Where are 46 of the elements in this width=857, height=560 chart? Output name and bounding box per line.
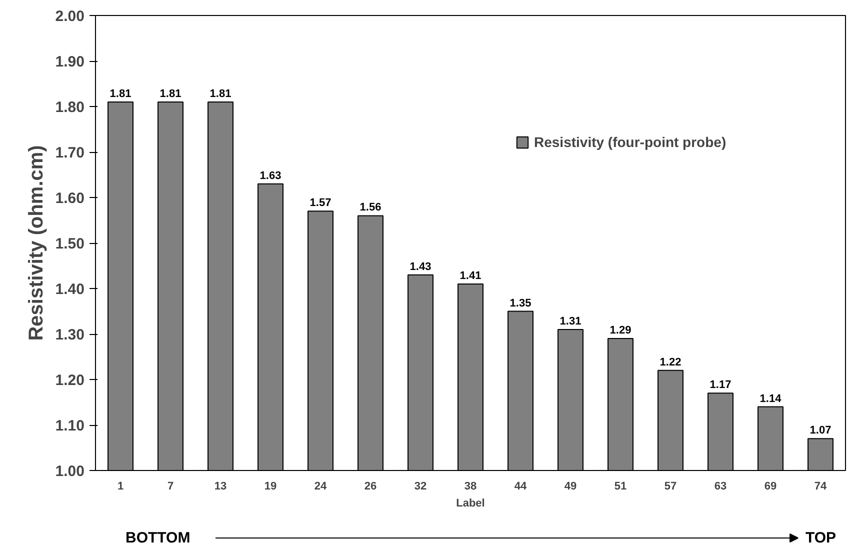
data-label: 1.43 — [410, 260, 432, 273]
x-tick-label: 51 — [614, 480, 627, 492]
data-label: 1.35 — [510, 297, 532, 310]
data-label: 1.56 — [360, 202, 382, 214]
data-label: 1.17 — [710, 379, 732, 392]
data-label: 1.41 — [460, 270, 482, 282]
x-tick-label: 32 — [414, 480, 427, 492]
data-label: 1.81 — [210, 88, 232, 100]
data-label: 1.07 — [810, 424, 832, 437]
y-axis-title: Resistivity (ohm.cm) — [25, 145, 48, 341]
data-label: 1.14 — [760, 392, 782, 405]
text: TOP — [806, 530, 836, 546]
y-tick-label: 1.50 — [55, 236, 85, 252]
data-label: 1.31 — [560, 315, 582, 328]
x-tick-label: 13 — [214, 480, 227, 492]
x-tick-label: 44 — [514, 480, 528, 492]
y-tick-label: 1.00 — [55, 463, 85, 480]
y-tick-label: 2.00 — [55, 8, 85, 25]
y-tick-label: 1.30 — [55, 326, 85, 344]
data-label: 1.29 — [610, 324, 632, 337]
y-tick-label: 1.80 — [55, 99, 85, 116]
data-label: 1.22 — [660, 356, 682, 368]
y-tick-label: 1.70 — [55, 144, 85, 162]
data-label: 1.81 — [110, 88, 132, 100]
data-label: 1.63 — [260, 170, 282, 182]
data-label: 1.81 — [160, 88, 182, 100]
x-tick-label: 26 — [364, 480, 377, 492]
x-tick-label: 63 — [714, 480, 727, 492]
x-tick-label: 7 — [167, 480, 174, 492]
x-tick-label: 74 — [814, 480, 828, 492]
x-tick-label: 1 — [117, 480, 124, 492]
x-tick-label: 69 — [764, 480, 777, 492]
x-tick-label: 57 — [664, 480, 677, 492]
x-tick-label: 38 — [464, 480, 477, 492]
y-tick-label: 1.20 — [55, 372, 85, 389]
y-tick-label: 1.60 — [55, 190, 85, 207]
data-label: 1.57 — [310, 197, 332, 210]
y-tick-label: 1.40 — [55, 281, 85, 298]
y-tick-label: 1.10 — [55, 418, 85, 434]
x-tick-label: 19 — [264, 480, 277, 492]
legend-label: Resistivity (four-point probe) — [534, 134, 726, 150]
x-tick-label: 24 — [314, 480, 328, 492]
y-tick-label: 1.90 — [55, 54, 85, 70]
x-axis-title: Label — [456, 498, 485, 510]
x-tick-label: 49 — [564, 480, 577, 492]
text: BOTTOM — [126, 530, 190, 546]
